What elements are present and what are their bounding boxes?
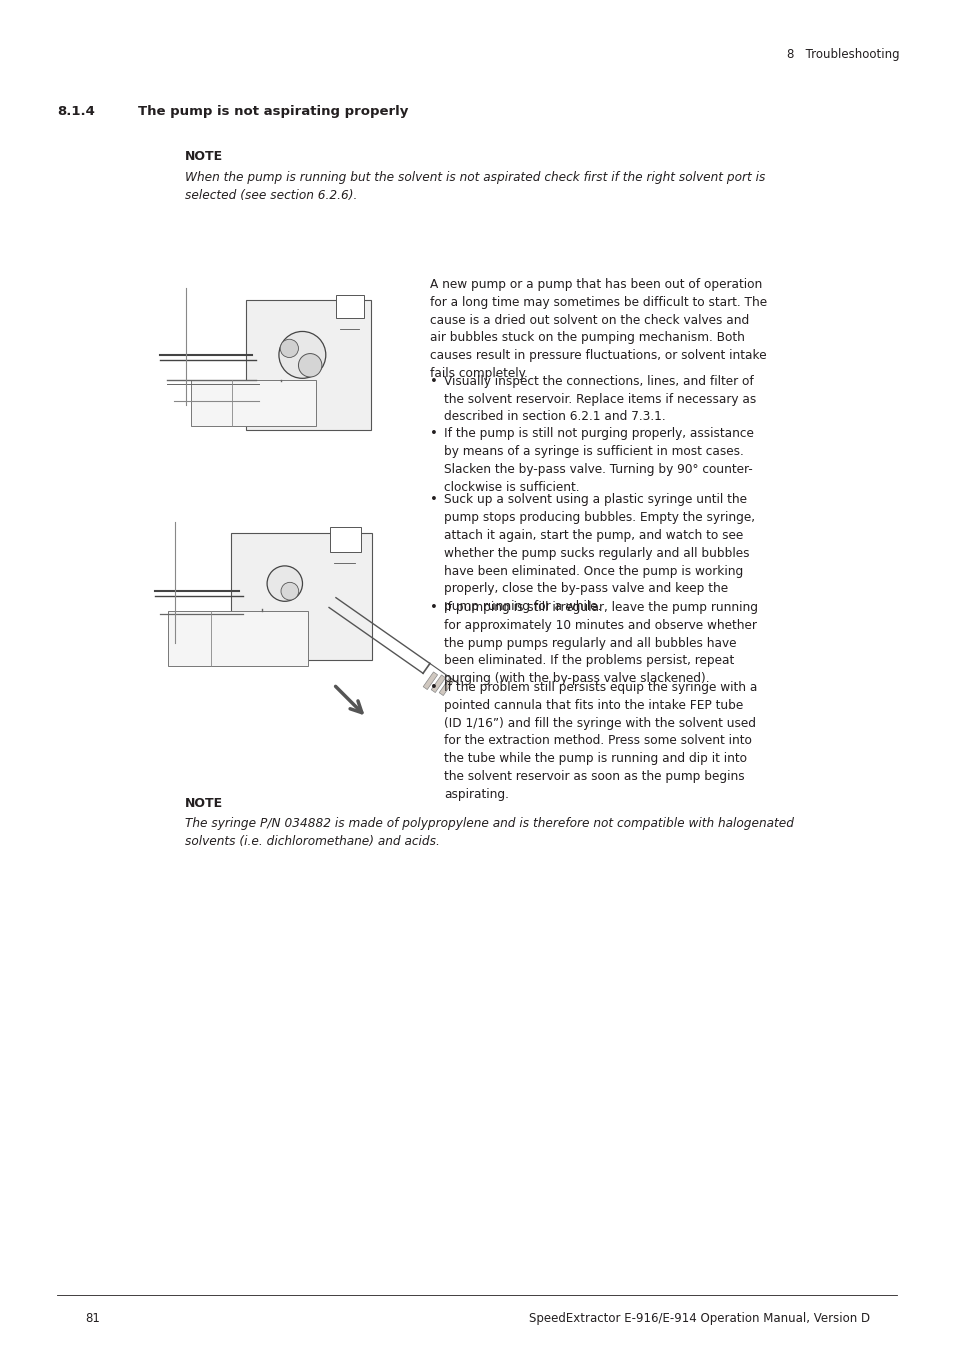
Text: •: • [430, 601, 437, 614]
Circle shape [278, 332, 326, 378]
Circle shape [250, 634, 254, 640]
Text: •: • [430, 493, 437, 506]
Circle shape [298, 354, 321, 377]
Circle shape [266, 408, 271, 413]
Bar [335, 296, 363, 319]
Text: NOTE: NOTE [185, 150, 223, 163]
Circle shape [281, 582, 298, 599]
Text: If the problem still persists equip the syringe with a
pointed cannula that fits: If the problem still persists equip the … [443, 680, 757, 801]
Bar [330, 526, 360, 552]
Text: When the pump is running but the solvent is not aspirated check first if the rig: When the pump is running but the solvent… [185, 171, 764, 202]
Text: If the pump is still not purging properly, assistance
by means of a syringe is s: If the pump is still not purging properl… [443, 427, 753, 494]
Text: The syringe P/N 034882 is made of polypropylene and is therefore not compatible : The syringe P/N 034882 is made of polypr… [185, 817, 793, 848]
Bar [168, 612, 308, 667]
Text: •: • [430, 375, 437, 387]
Circle shape [280, 339, 298, 358]
Bar [431, 675, 445, 693]
Bar [246, 300, 371, 431]
Text: NOTE: NOTE [185, 796, 223, 810]
Text: If pumping is still irregular, leave the pump running
for approximately 10 minut: If pumping is still irregular, leave the… [443, 601, 758, 686]
Bar [423, 672, 437, 690]
Bar [232, 533, 372, 660]
Text: SpeedExtractor E-916/E-914 Operation Manual, Version D: SpeedExtractor E-916/E-914 Operation Man… [528, 1312, 869, 1324]
Text: •: • [430, 427, 437, 440]
Text: Visually inspect the connections, lines, and filter of
the solvent reservoir. Re: Visually inspect the connections, lines,… [443, 375, 756, 424]
Bar [438, 678, 453, 695]
Text: 8   Troubleshooting: 8 Troubleshooting [786, 49, 899, 61]
Text: The pump is not aspirating properly: The pump is not aspirating properly [138, 105, 408, 117]
Bar [154, 510, 410, 740]
Bar [191, 379, 315, 427]
Text: •: • [430, 680, 437, 694]
Circle shape [267, 566, 302, 601]
Text: 8.1.4: 8.1.4 [57, 105, 94, 117]
Text: 81: 81 [85, 1312, 100, 1324]
Text: A new pump or a pump that has been out of operation
for a long time may sometime: A new pump or a pump that has been out o… [430, 278, 766, 379]
Bar [154, 275, 395, 485]
Text: Suck up a solvent using a plastic syringe until the
pump stops producing bubbles: Suck up a solvent using a plastic syring… [443, 493, 754, 613]
